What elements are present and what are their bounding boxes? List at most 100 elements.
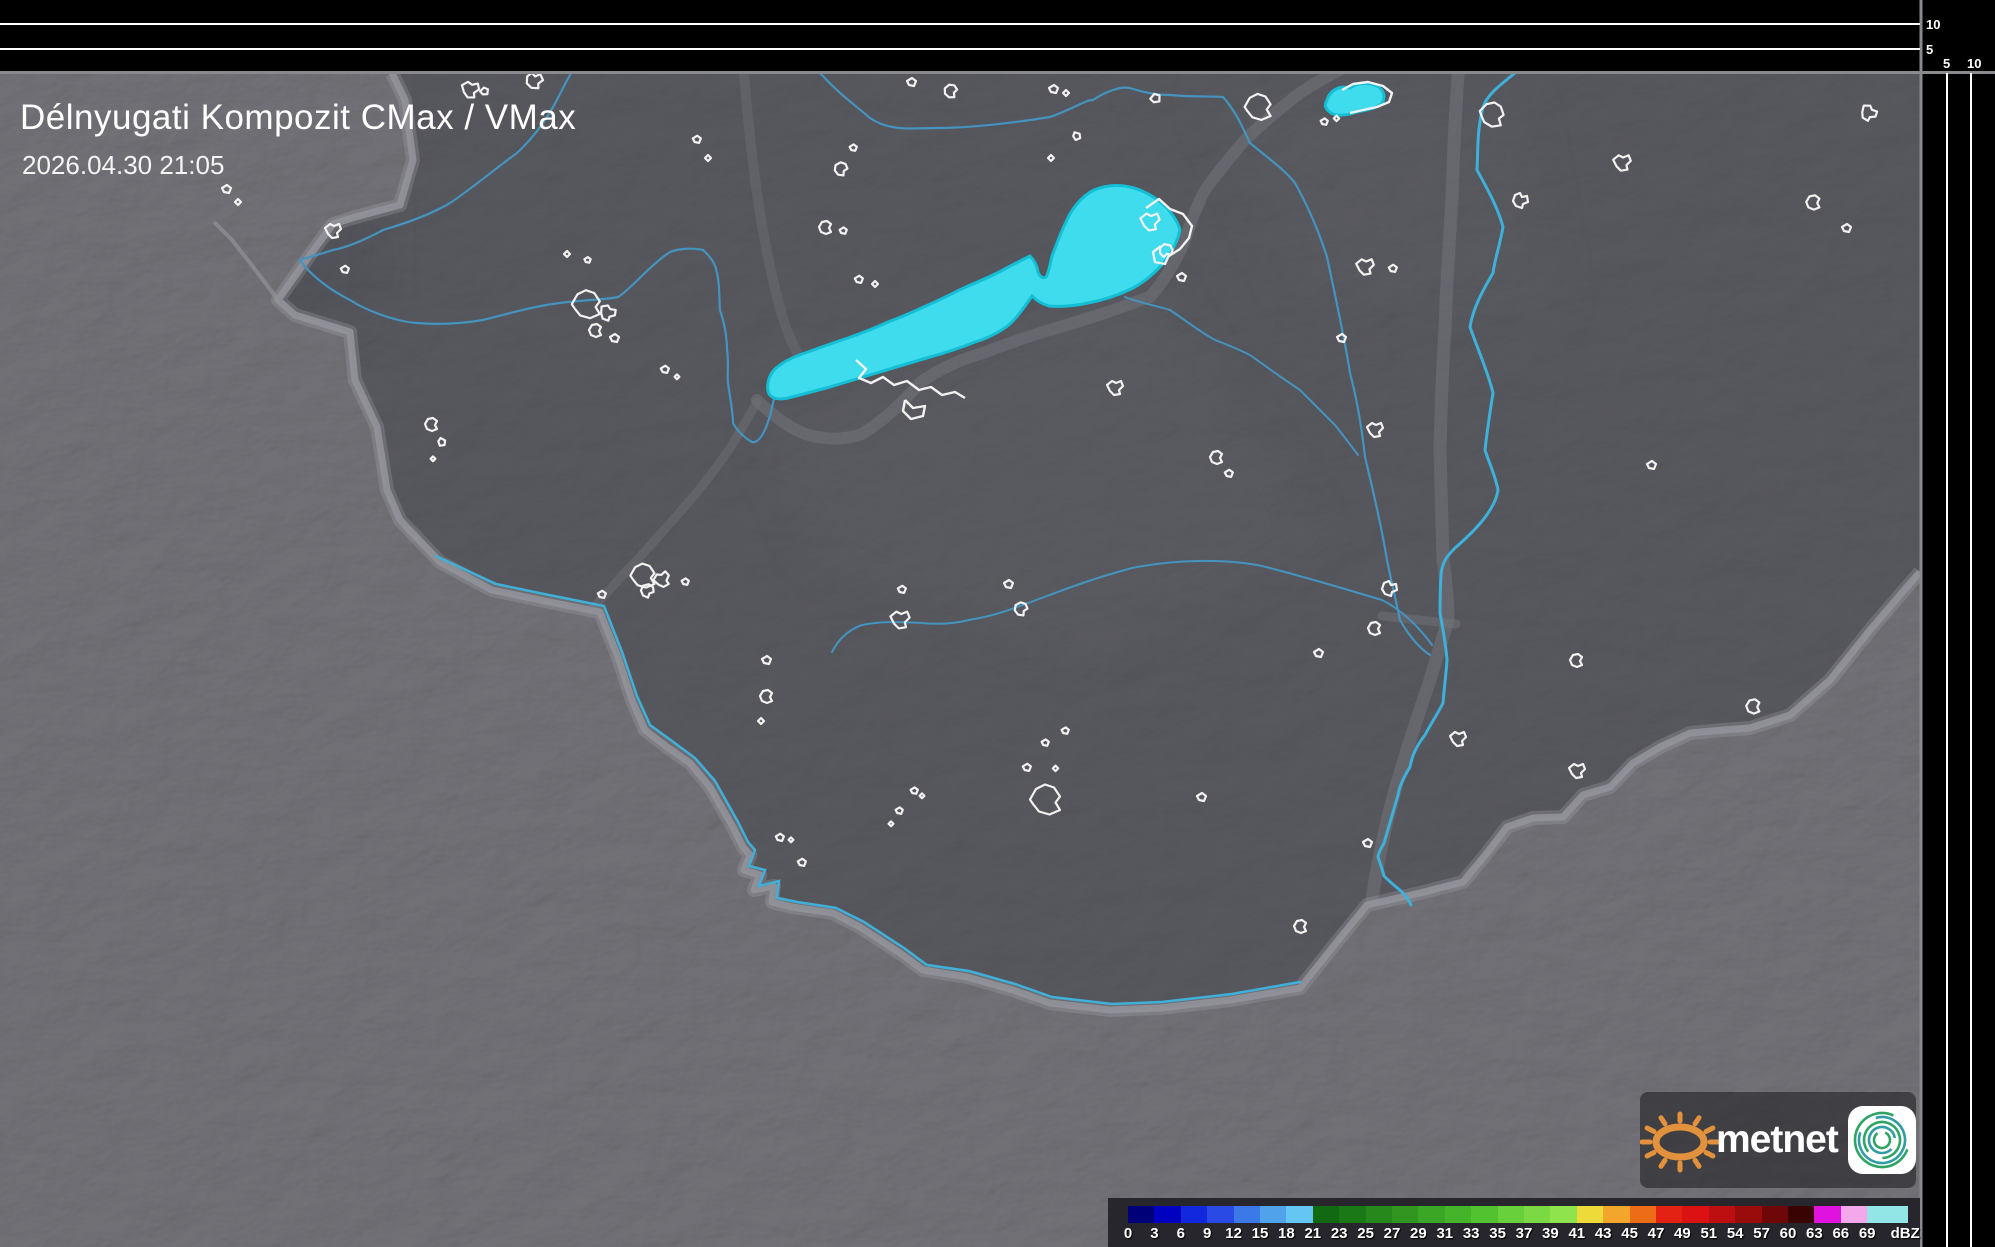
settlement-outline [1072,131,1082,142]
settlement-outline [870,279,880,289]
legend-tick-label: 37 [1515,1225,1533,1242]
settlement-outline [918,792,926,800]
settlement-outline [570,289,601,320]
settlement-outline [1292,918,1308,935]
legend-tick-label: 43 [1594,1225,1612,1242]
settlement-outline [1805,194,1821,211]
legend-tick-label: 69 [1858,1225,1876,1242]
legend-tick-label: 31 [1436,1225,1454,1242]
legend-color-block [1524,1206,1551,1223]
settlement-outline [1568,652,1584,669]
settlement-outline [1002,578,1015,590]
river-line [1376,73,1517,907]
legend-tick-label: 39 [1542,1225,1559,1242]
legend-color-block [1603,1206,1631,1223]
legend-tick-label: 27 [1383,1225,1401,1242]
settlement-outline [774,832,785,843]
shore-settlement-outline [855,359,966,421]
settlement-outline [600,304,617,322]
spiral-logo-icon [1847,1106,1916,1174]
settlement-outline [437,436,447,447]
legend-tick-label: 21 [1304,1225,1322,1242]
legend-tick-label: 45 [1621,1225,1638,1242]
metnet-logo[interactable]: metnet [1640,1092,1916,1188]
river-line [831,559,1433,653]
legend-tick-label: 35 [1489,1225,1506,1242]
legend-color-block [1708,1206,1736,1223]
legend-color-block [1365,1206,1393,1223]
settlement-outline [943,83,959,99]
settlement-outline [1612,154,1632,172]
height-scale-label: 10 [1967,56,1981,71]
legend-tick-label: 18 [1278,1225,1295,1242]
logo-wordmark: metnet [1716,1118,1839,1161]
legend-tick-label: 41 [1568,1225,1586,1242]
settlement-outline [1021,762,1032,773]
road-line [739,73,802,357]
road-line [583,397,762,619]
sun-icon [1640,1111,1720,1173]
river-line [818,73,1432,657]
height-scale-label: 5 [1926,42,1933,57]
legend-color-block [1550,1206,1578,1223]
terrain-layer [0,73,1920,1247]
legend-color-block [1286,1206,1314,1223]
settlement-outline [909,786,919,795]
legend-color-block [1128,1206,1155,1223]
legend-tick-label: 49 [1674,1225,1691,1242]
settlement-outline [1645,459,1658,471]
settlement-outline [817,219,833,236]
settlements-layer [220,73,1879,935]
settlement-outline [853,274,864,285]
settlement-outline [1511,191,1530,210]
settlement-outline [1105,379,1125,397]
settlement-outline [1208,449,1224,466]
legend-color-block [1814,1206,1842,1223]
settlement-outline [760,654,773,666]
settlement-outline [562,249,572,259]
legend-color-block [1576,1206,1604,1223]
settlement-outline [423,416,439,433]
settlement-outline [894,806,904,815]
legend-tick-label: 47 [1647,1225,1665,1242]
road-line [1377,611,1461,629]
legend-color-block [1339,1206,1367,1223]
legend-color-block [1180,1206,1208,1223]
settlement-outline [233,197,243,207]
legend-color-block [1788,1206,1815,1223]
settlement-outline [796,857,807,868]
legend-tick-label: 9 [1203,1225,1212,1242]
settlement-outline [1040,738,1050,747]
settlement-outline [1448,730,1468,748]
river-line [434,554,1302,1006]
legend-tick-label: 29 [1410,1225,1427,1242]
settlement-outline [323,222,343,240]
settlement-outline [1061,88,1071,98]
river-line [1124,296,1359,456]
legend-color-block [1629,1206,1657,1223]
legend-unit-label: dBZ [1890,1225,1920,1242]
settlement-outline [608,332,621,344]
legend-color-block [1312,1206,1340,1223]
settlement-outline [848,143,858,152]
settlement-outline [1361,837,1374,849]
settlement-outline [1013,601,1029,617]
legend-color-block [1233,1206,1261,1223]
lakes-layer [766,82,1386,401]
settlement-outline [887,820,895,828]
legend-tick-label: 54 [1726,1225,1744,1242]
settlement-outline [758,688,774,705]
settlement-outline [429,455,437,463]
settlement-outline [905,76,918,88]
settlement-outline [596,589,607,600]
settlement-outline [583,256,592,264]
height-scale-label: 5 [1943,56,1950,71]
settlement-outline [1745,698,1761,715]
settlement-outline [1060,726,1070,735]
settlement-outline [1175,271,1188,283]
legend-color-block [1260,1206,1287,1223]
settlement-outline [1139,212,1161,232]
